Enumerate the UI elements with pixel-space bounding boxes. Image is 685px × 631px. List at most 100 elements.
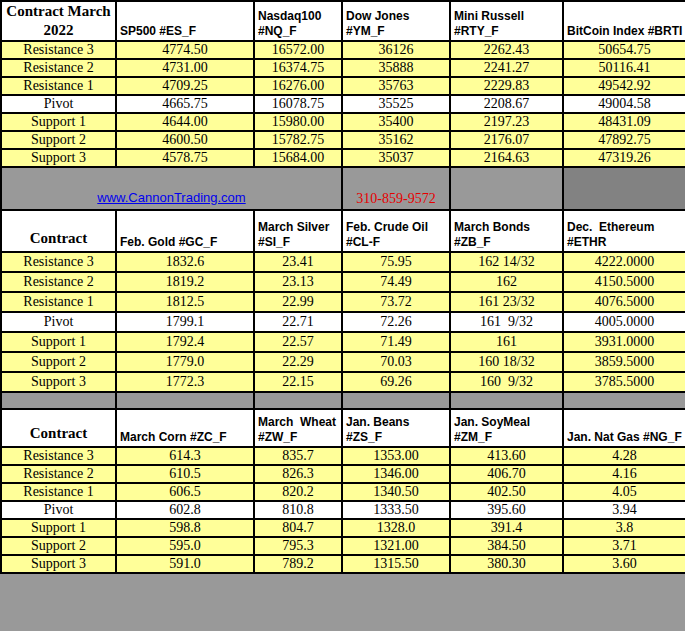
value-cell: 15980.00 bbox=[254, 113, 342, 131]
section-corner-label: Contract March 2022 bbox=[1, 1, 116, 41]
value-cell: 15684.00 bbox=[254, 149, 342, 167]
phone-number: 310-859-9572 bbox=[342, 167, 450, 210]
row-label: Support 1 bbox=[1, 519, 116, 537]
value-cell: 820.2 bbox=[254, 483, 342, 501]
row-label: Resistance 1 bbox=[1, 77, 116, 95]
value-cell: 4.28 bbox=[563, 447, 685, 465]
table-row: Resistance 3614.3835.71353.00413.604.28 bbox=[1, 447, 685, 465]
value-cell: 835.7 bbox=[254, 447, 342, 465]
value-cell: 610.5 bbox=[116, 465, 254, 483]
band-empty-cell bbox=[563, 167, 685, 210]
value-cell: 15782.75 bbox=[254, 131, 342, 149]
column-header: Dow Jones #YM_F bbox=[342, 1, 450, 41]
column-header: Jan. SoyMeal #ZM_F bbox=[450, 409, 563, 447]
value-cell: 3931.0000 bbox=[563, 332, 685, 352]
section-header-row: Contract March 2022SP500 #ES_FNasdaq100 … bbox=[1, 1, 685, 41]
value-cell: 384.50 bbox=[450, 537, 563, 555]
table-row: Pivot4665.7516078.75355252208.6749004.58 bbox=[1, 95, 685, 113]
value-cell: 614.3 bbox=[116, 447, 254, 465]
value-cell: 2176.07 bbox=[450, 131, 563, 149]
value-cell: 50654.75 bbox=[563, 41, 685, 59]
value-cell: 1321.00 bbox=[342, 537, 450, 555]
value-cell: 49542.92 bbox=[563, 77, 685, 95]
value-cell: 50116.41 bbox=[563, 59, 685, 77]
table-row: Support 2595.0795.31321.00384.503.71 bbox=[1, 537, 685, 555]
value-cell: 1812.5 bbox=[116, 292, 254, 312]
value-cell: 595.0 bbox=[116, 537, 254, 555]
value-cell: 35888 bbox=[342, 59, 450, 77]
band-empty-cell bbox=[450, 167, 563, 210]
value-cell: 36126 bbox=[342, 41, 450, 59]
column-header: March Silver #SI_F bbox=[254, 210, 342, 252]
value-cell: 391.4 bbox=[450, 519, 563, 537]
table-row: Support 34578.7515684.00350372164.634731… bbox=[1, 149, 685, 167]
value-cell: 2229.83 bbox=[450, 77, 563, 95]
value-cell: 2197.23 bbox=[450, 113, 563, 131]
value-cell: 1832.6 bbox=[116, 252, 254, 272]
value-cell: 2164.63 bbox=[450, 149, 563, 167]
table-row: Support 1598.8804.71328.0391.43.8 bbox=[1, 519, 685, 537]
value-cell: 406.70 bbox=[450, 465, 563, 483]
column-header: Feb. Crude Oil #CL-F bbox=[342, 210, 450, 252]
row-label: Resistance 3 bbox=[1, 447, 116, 465]
value-cell: 3.94 bbox=[563, 501, 685, 519]
row-label: Resistance 2 bbox=[1, 272, 116, 292]
value-cell: 1799.1 bbox=[116, 312, 254, 332]
value-cell: 1346.00 bbox=[342, 465, 450, 483]
column-header: Jan. Nat Gas #NG_F bbox=[563, 409, 685, 447]
value-cell: 1328.0 bbox=[342, 519, 450, 537]
table-row: Pivot1799.122.7172.26161 9/324005.0000 bbox=[1, 312, 685, 332]
row-label: Support 2 bbox=[1, 537, 116, 555]
value-cell: 4005.0000 bbox=[563, 312, 685, 332]
row-label: Resistance 1 bbox=[1, 292, 116, 312]
value-cell: 73.72 bbox=[342, 292, 450, 312]
row-label: Resistance 3 bbox=[1, 41, 116, 59]
value-cell: 4578.75 bbox=[116, 149, 254, 167]
value-cell: 4222.0000 bbox=[563, 252, 685, 272]
cannon-trading-link[interactable]: www.CannonTrading.com bbox=[97, 190, 245, 205]
value-cell: 606.5 bbox=[116, 483, 254, 501]
table-row: Support 24600.5015782.75351622176.074789… bbox=[1, 131, 685, 149]
value-cell: 1340.50 bbox=[342, 483, 450, 501]
value-cell: 789.2 bbox=[254, 555, 342, 573]
value-cell: 591.0 bbox=[116, 555, 254, 573]
value-cell: 1772.3 bbox=[116, 372, 254, 392]
column-header: Dec. Ethereum #ETHR bbox=[563, 210, 685, 252]
band-empty-cell bbox=[116, 392, 254, 409]
value-cell: 4731.00 bbox=[116, 59, 254, 77]
value-cell: 22.57 bbox=[254, 332, 342, 352]
value-cell: 1315.50 bbox=[342, 555, 450, 573]
value-cell: 16374.75 bbox=[254, 59, 342, 77]
value-cell: 826.3 bbox=[254, 465, 342, 483]
table-row: Support 31772.322.1569.26160 9/323785.50… bbox=[1, 372, 685, 392]
row-label: Resistance 3 bbox=[1, 252, 116, 272]
value-cell: 1353.00 bbox=[342, 447, 450, 465]
value-cell: 35162 bbox=[342, 131, 450, 149]
value-cell: 4644.00 bbox=[116, 113, 254, 131]
value-cell: 35037 bbox=[342, 149, 450, 167]
column-header: SP500 #ES_F bbox=[116, 1, 254, 41]
value-cell: 4665.75 bbox=[116, 95, 254, 113]
band-empty-cell bbox=[1, 392, 116, 409]
value-cell: 71.49 bbox=[342, 332, 450, 352]
value-cell: 413.60 bbox=[450, 447, 563, 465]
value-cell: 69.26 bbox=[342, 372, 450, 392]
value-cell: 4774.50 bbox=[116, 41, 254, 59]
value-cell: 23.41 bbox=[254, 252, 342, 272]
row-label: Support 3 bbox=[1, 149, 116, 167]
table-row: Resistance 11812.522.9973.72161 23/32407… bbox=[1, 292, 685, 312]
value-cell: 3859.5000 bbox=[563, 352, 685, 372]
value-cell: 4709.25 bbox=[116, 77, 254, 95]
separator-band: www.CannonTrading.com 310-859-9572 bbox=[1, 167, 685, 210]
value-cell: 3.71 bbox=[563, 537, 685, 555]
value-cell: 16078.75 bbox=[254, 95, 342, 113]
table-row: Pivot602.8810.81333.50395.603.94 bbox=[1, 501, 685, 519]
value-cell: 16276.00 bbox=[254, 77, 342, 95]
value-cell: 2241.27 bbox=[450, 59, 563, 77]
value-cell: 35525 bbox=[342, 95, 450, 113]
value-cell: 402.50 bbox=[450, 483, 563, 501]
value-cell: 795.3 bbox=[254, 537, 342, 555]
column-header: March Bonds #ZB_F bbox=[450, 210, 563, 252]
table-row: Support 3591.0789.21315.50380.303.60 bbox=[1, 555, 685, 573]
band-empty-cell bbox=[342, 392, 450, 409]
